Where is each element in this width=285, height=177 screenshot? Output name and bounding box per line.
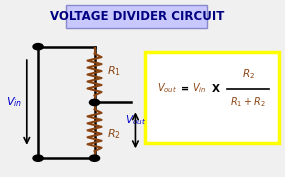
Text: VOLTAGE DIVIDER CIRCUIT: VOLTAGE DIVIDER CIRCUIT [50,10,224,23]
Circle shape [33,44,43,50]
Text: $R_2$: $R_2$ [107,127,121,141]
FancyBboxPatch shape [66,5,207,27]
Text: $V_{out}$: $V_{out}$ [157,82,177,95]
FancyBboxPatch shape [145,52,279,142]
Text: $V_{in}$: $V_{in}$ [192,82,206,95]
Text: $R_1$: $R_1$ [107,64,121,78]
Text: X: X [212,84,220,93]
Text: $V_{in}$: $V_{in}$ [6,96,22,109]
Text: $V_{out}$: $V_{out}$ [125,113,146,127]
Text: $R_2$: $R_2$ [242,68,255,81]
Circle shape [89,99,99,105]
Circle shape [33,155,43,161]
Text: =: = [181,84,189,93]
Circle shape [89,155,99,161]
Text: $R_1 + R_2$: $R_1 + R_2$ [231,96,266,109]
